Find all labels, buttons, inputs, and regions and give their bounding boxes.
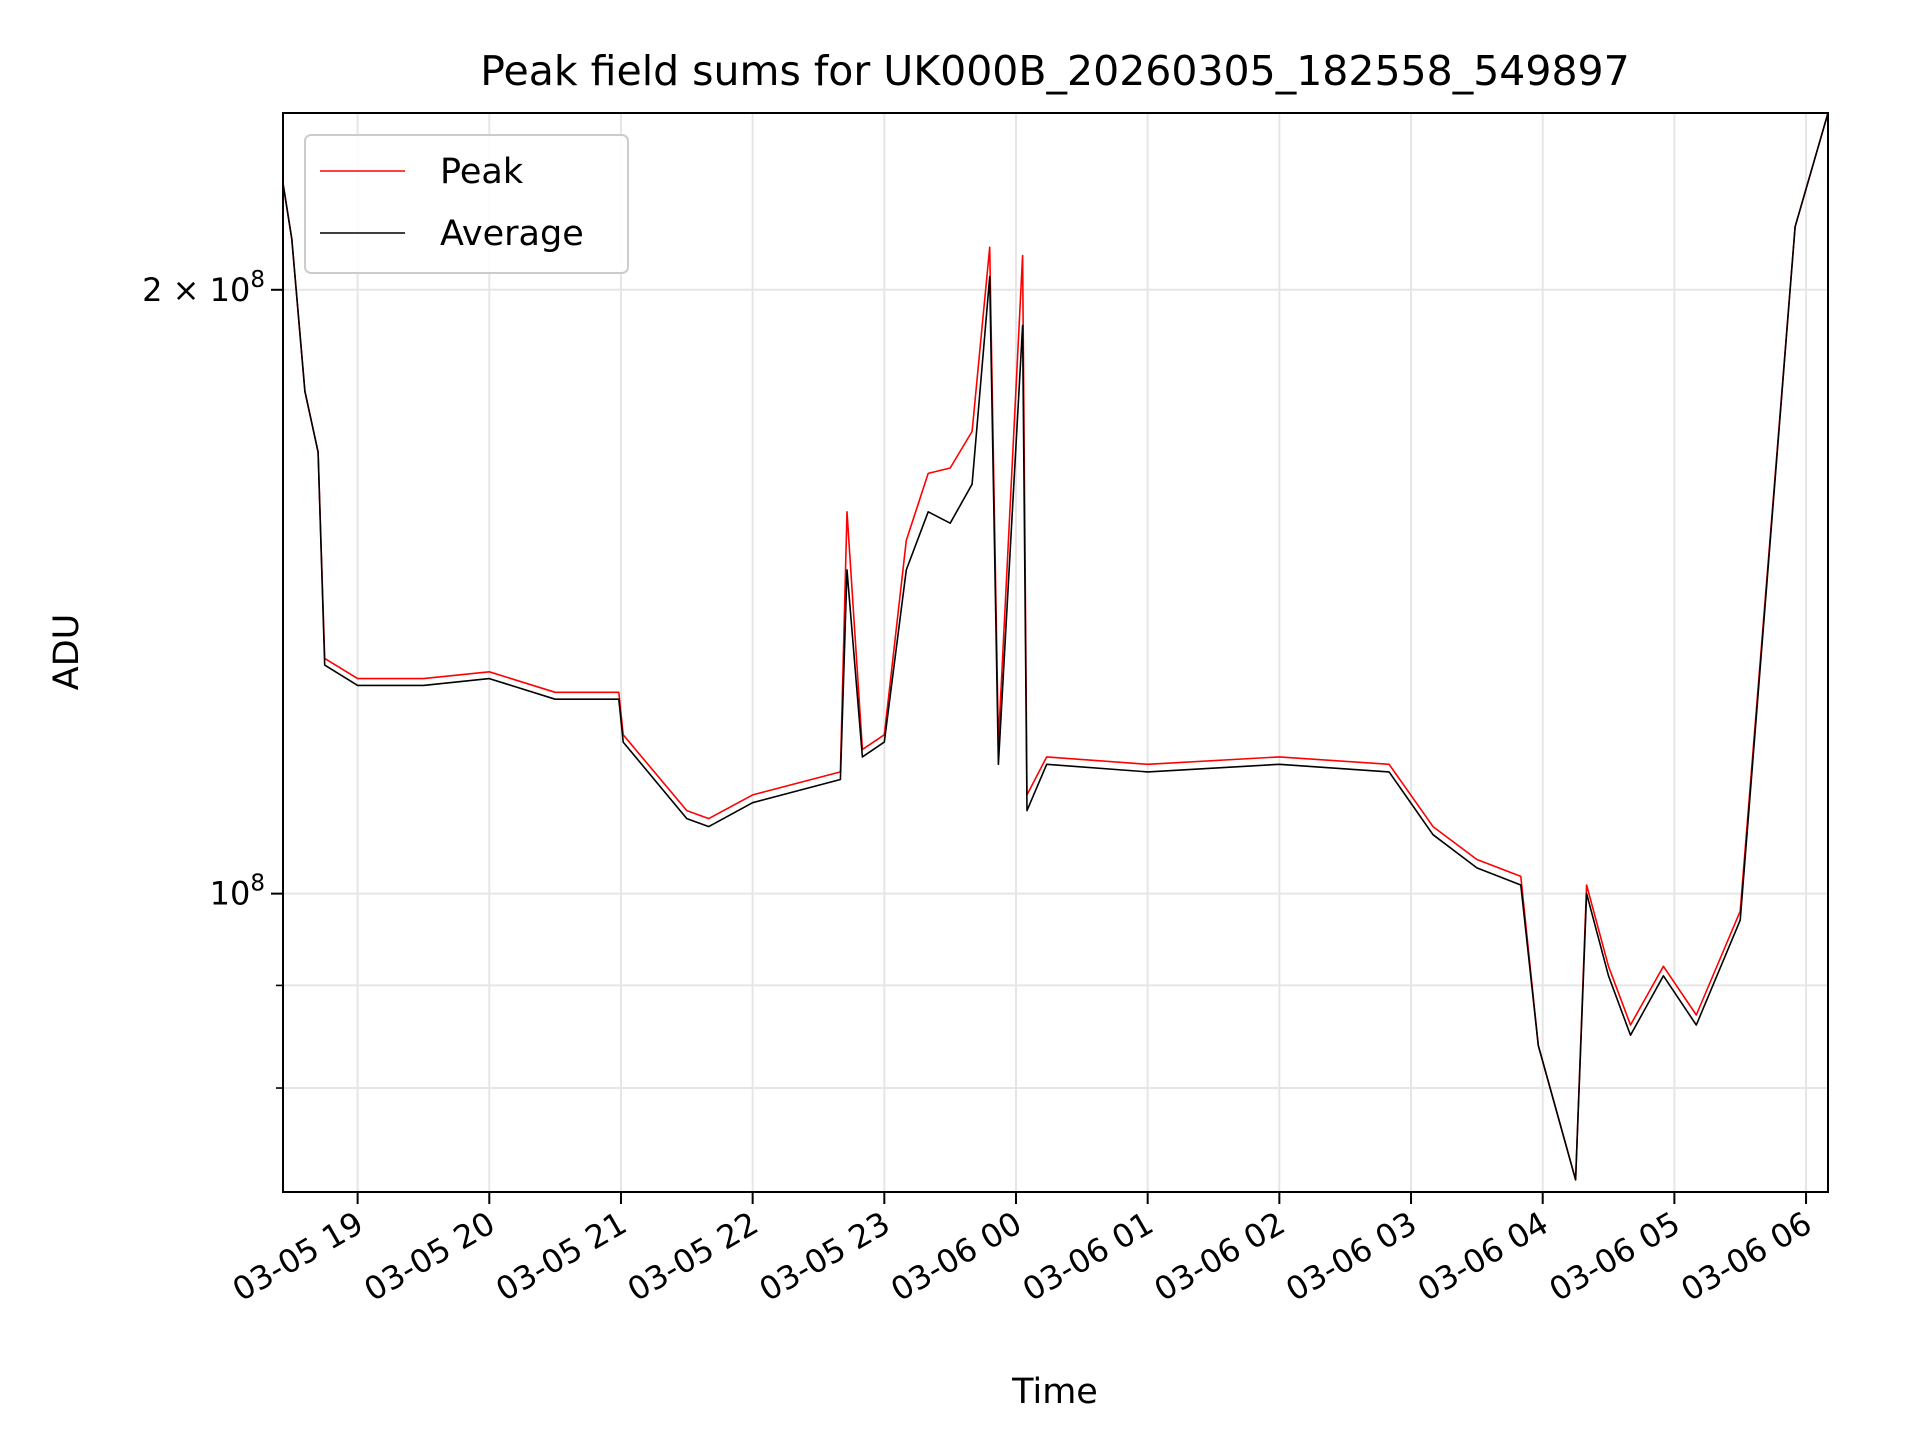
y-axis-label: ADU — [47, 614, 87, 691]
legend-label-average: Average — [440, 214, 584, 254]
legend-label-peak: Peak — [440, 152, 524, 192]
x-axis-label: Time — [1011, 1372, 1098, 1412]
grid — [283, 113, 1828, 1192]
y-tick-label: 2 × 108 — [142, 267, 265, 309]
series-line-peak — [282, 112, 1829, 1181]
legend: Peak Average — [304, 134, 629, 274]
y-tick-label: 108 — [210, 871, 265, 913]
legend-box — [304, 134, 629, 274]
chart-title: Peak field sums for UK000B_20260305_1825… — [480, 47, 1629, 95]
series-line-average — [282, 112, 1829, 1181]
series-lines — [282, 112, 1829, 1181]
plot-frame — [282, 112, 1829, 1193]
